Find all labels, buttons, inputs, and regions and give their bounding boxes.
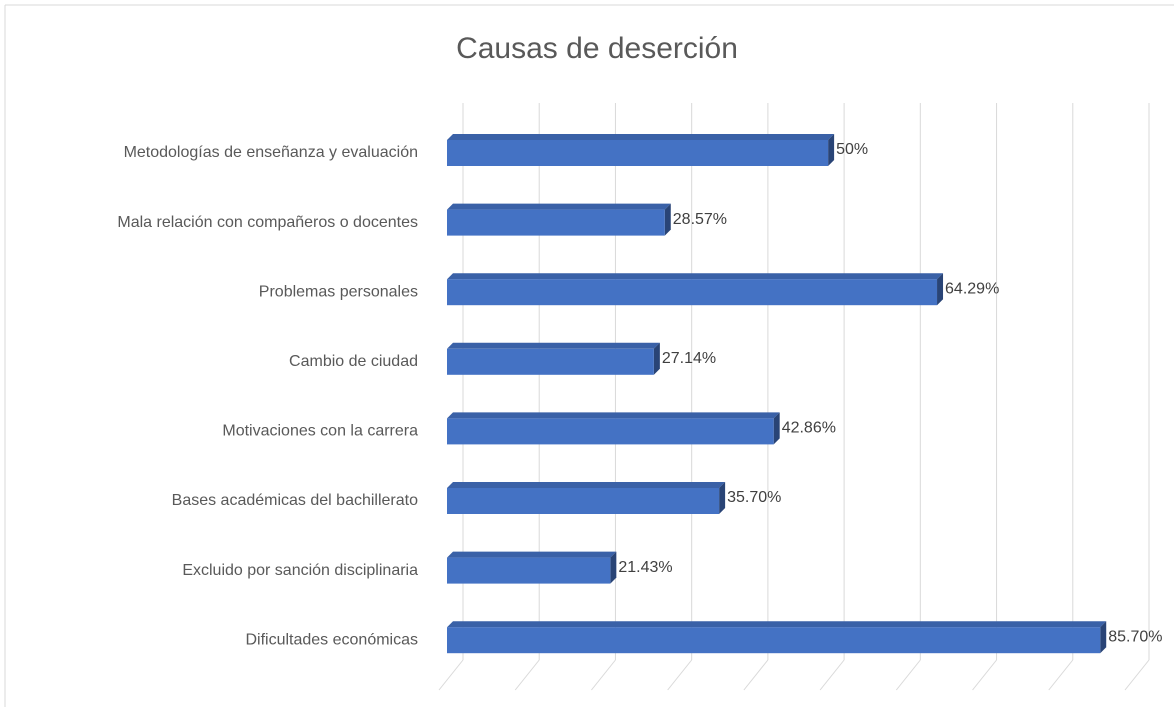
bar-front <box>447 140 829 166</box>
y-tick-label: Motivaciones con la carrera <box>222 423 418 440</box>
data-label: 28.57% <box>673 211 727 228</box>
floor-line <box>819 659 845 691</box>
data-label: 21.43% <box>618 559 672 576</box>
floor-line <box>895 659 921 691</box>
bar-front <box>447 348 654 375</box>
data-label: 64.29% <box>945 280 999 297</box>
bar-front <box>447 418 774 445</box>
data-label: 50% <box>836 141 868 158</box>
bar-top <box>447 134 835 140</box>
floor-line <box>1124 659 1150 691</box>
bar-side <box>664 203 671 236</box>
y-tick-label: Problemas personales <box>259 283 418 300</box>
bar-side <box>937 273 944 306</box>
bar-side <box>773 412 780 445</box>
bar-front <box>447 209 665 236</box>
y-tick-label: Bases académicas del bachillerato <box>172 492 418 509</box>
bar-side <box>610 551 617 584</box>
data-label: 42.86% <box>782 420 836 437</box>
bar-side <box>719 482 726 514</box>
bar-top <box>447 621 1107 628</box>
bar-top <box>447 342 660 349</box>
bar-side <box>1100 621 1107 654</box>
chart-title: Causas de deserción <box>456 32 738 65</box>
bar-top <box>447 551 617 558</box>
bar <box>447 134 835 166</box>
floor-line <box>1048 659 1074 691</box>
bar-front <box>447 488 720 514</box>
floor-line <box>591 659 616 691</box>
bar <box>447 273 944 306</box>
bar-side <box>828 134 835 166</box>
y-tick-label: Excluido por sanción disciplinaria <box>182 562 418 579</box>
bar-front <box>447 279 938 306</box>
bar <box>447 482 726 514</box>
floor-line <box>438 659 464 691</box>
bar <box>447 203 671 236</box>
bar-front <box>447 627 1101 654</box>
y-tick-label: Metodologías de enseñanza y evaluación <box>124 144 418 161</box>
y-tick-label: Mala relación con compañeros o docentes <box>117 214 418 231</box>
bar <box>447 342 660 375</box>
bar <box>447 551 617 584</box>
floor-line <box>743 659 769 691</box>
bar-front <box>447 557 611 584</box>
data-label: 85.70% <box>1108 628 1162 645</box>
bar-side <box>653 342 660 375</box>
floor-line <box>972 659 997 691</box>
bar-top <box>447 412 780 419</box>
y-tick-label: Dificultades económicas <box>245 631 418 648</box>
floor-line <box>667 659 693 691</box>
data-label: 27.14% <box>662 350 716 367</box>
bar <box>447 412 780 445</box>
floor-line <box>514 659 540 691</box>
bar <box>447 621 1107 654</box>
data-label: 35.70% <box>727 489 781 506</box>
y-tick-label: Cambio de ciudad <box>289 353 418 370</box>
bar-top <box>447 273 944 280</box>
bar-top <box>447 482 726 488</box>
bar-top <box>447 203 671 210</box>
